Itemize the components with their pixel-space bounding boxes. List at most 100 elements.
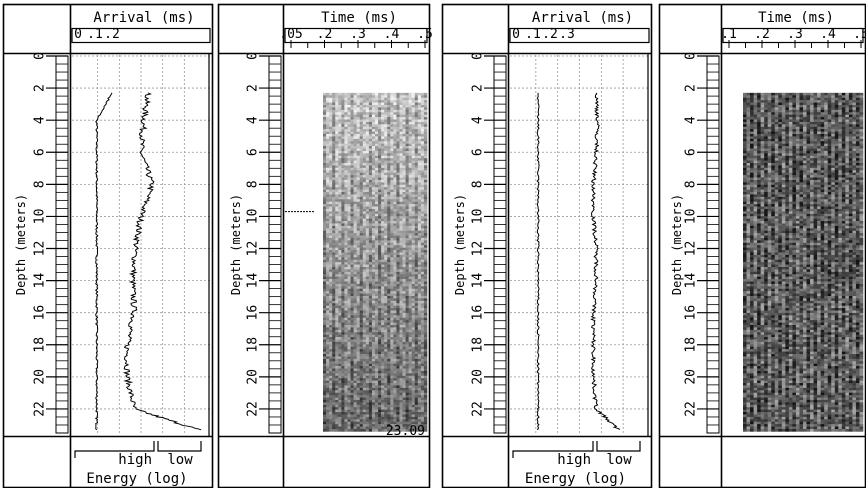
image-log-cell	[423, 325, 428, 328]
image-log-cell	[378, 337, 382, 340]
image-log-cell	[338, 426, 342, 430]
image-log-cell	[399, 262, 403, 265]
image-log-cell	[338, 373, 342, 377]
image-log-cell	[375, 368, 379, 372]
image-log-cell	[338, 383, 342, 386]
image-log-cell	[399, 109, 403, 113]
image-log-cell	[420, 397, 425, 401]
image-log-cell	[417, 383, 422, 386]
image-log-cell	[359, 298, 364, 302]
image-log-cell	[356, 262, 361, 265]
image-log-cell	[393, 402, 397, 406]
image-log-cell	[396, 160, 400, 164]
image-log-cell	[326, 148, 330, 152]
image-log-cell	[350, 250, 354, 253]
image-log-cell	[341, 153, 345, 157]
image-log-cell	[420, 312, 425, 316]
image-log-cell	[335, 237, 339, 241]
image-log-cell	[359, 196, 364, 200]
image-log-cell	[359, 279, 364, 282]
image-log-cell	[390, 177, 394, 181]
image-log-cell	[347, 175, 351, 178]
image-log-cell	[399, 373, 403, 377]
image-log-cell	[378, 179, 382, 183]
image-log-cell	[375, 363, 379, 367]
image-log-cell	[335, 356, 339, 360]
image-log-cell	[402, 424, 406, 427]
image-log-cell	[323, 264, 327, 268]
image-log-cell	[362, 320, 367, 323]
image-log-cell	[381, 138, 385, 142]
image-log-cell	[378, 421, 382, 425]
image-log-cell	[396, 252, 400, 256]
image-log-cell	[411, 257, 416, 261]
image-log-cell	[384, 291, 388, 294]
image-log-cell	[405, 163, 409, 166]
image-log-cell	[381, 100, 385, 103]
image-log-cell	[396, 358, 400, 362]
image-log-cell	[405, 228, 409, 232]
image-log-cell	[405, 114, 409, 118]
image-log-cell	[350, 264, 354, 268]
image-log-cell	[347, 366, 351, 369]
image-log-cell	[365, 138, 370, 142]
image-log-cell	[396, 213, 400, 217]
image-log-cell	[356, 310, 361, 314]
image-log-cell	[368, 262, 373, 265]
image-log-cell	[371, 402, 376, 406]
image-log-cell	[347, 291, 351, 294]
image-log-cell	[390, 322, 394, 326]
image-log-cell	[390, 172, 394, 176]
image-log-cell	[371, 121, 376, 125]
image-log-cell	[384, 104, 388, 108]
image-log-cell	[402, 305, 406, 309]
image-log-cell	[335, 138, 339, 142]
image-log-cell	[390, 310, 394, 314]
image-log-cell	[332, 107, 336, 111]
image-log-cell	[353, 325, 357, 328]
image-log-cell	[335, 216, 339, 219]
image-log-cell	[329, 204, 333, 207]
image-log-cell	[326, 370, 330, 374]
image-log-cell	[420, 279, 425, 282]
image-log-cell	[399, 250, 403, 253]
image-log-cell	[350, 213, 354, 217]
image-log-cell	[323, 276, 327, 280]
image-log-cell	[347, 177, 351, 181]
image-log-cell	[371, 351, 376, 355]
image-log-cell	[420, 102, 425, 106]
image-log-cell	[371, 126, 376, 130]
image-log-cell	[353, 187, 357, 190]
image-log-cell	[368, 233, 373, 236]
image-log-cell	[417, 153, 422, 157]
image-log-cell	[396, 112, 400, 115]
image-log-cell	[332, 136, 336, 140]
image-log-cell	[378, 276, 382, 280]
image-log-cell	[384, 223, 388, 227]
image-log-cell	[350, 305, 354, 309]
image-log-cell	[365, 213, 370, 217]
image-log-cell	[423, 250, 428, 253]
image-log-cell	[350, 117, 354, 120]
image-log-cell	[338, 264, 342, 268]
image-log-cell	[356, 177, 361, 181]
image-log-cell	[341, 134, 345, 137]
image-log-cell	[378, 378, 382, 381]
image-log-cell	[405, 242, 409, 246]
image-log-cell	[365, 354, 370, 357]
image-log-cell	[378, 385, 382, 389]
image-log-cell	[393, 421, 397, 425]
image-log-cell	[350, 399, 354, 403]
image-log-cell	[402, 194, 406, 198]
image-log-cell	[420, 213, 425, 217]
image-log-cell	[381, 373, 385, 377]
image-log-cell	[371, 276, 376, 280]
image-log-cell	[414, 298, 419, 302]
image-log-cell	[335, 421, 339, 425]
image-log-cell	[384, 179, 388, 183]
image-log-cell	[387, 380, 391, 384]
image-log-cell	[347, 259, 351, 263]
image-log-cell	[387, 303, 391, 306]
image-log-cell	[350, 424, 354, 427]
image-log-cell	[329, 242, 333, 246]
